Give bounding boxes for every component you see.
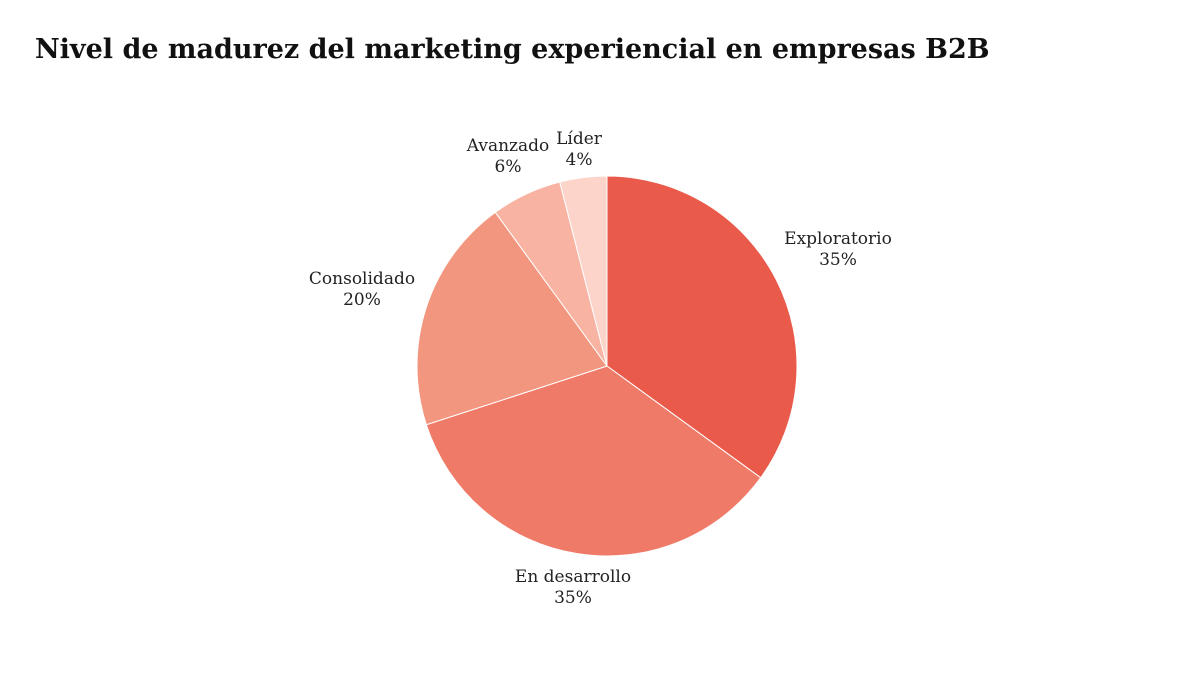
slice-category-label: Exploratorio — [784, 229, 892, 249]
slice-category-label: Líder — [556, 129, 603, 149]
slice-label: Líder 4% — [556, 129, 603, 170]
slice-category-label: Avanzado — [466, 136, 550, 156]
slice-value-label: 6% — [495, 157, 522, 177]
pie-slice-exploratorio — [606, 175, 798, 479]
pie-slice-líder — [559, 175, 608, 367]
slice-label: Consolidado 20% — [309, 269, 415, 310]
slice-label: En desarrollo 35% — [515, 567, 631, 608]
pie-slice-en-desarrollo — [425, 365, 762, 557]
slice-value-label: 35% — [554, 588, 592, 608]
slice-value-label: 4% — [566, 150, 593, 170]
pie-slice-consolidado — [416, 211, 608, 426]
slice-label: Avanzado 6% — [466, 136, 550, 177]
slice-value-label: 35% — [819, 250, 857, 270]
slice-category-label: Consolidado — [309, 269, 415, 289]
pie-labels: Exploratorio 35%En desarrollo 35%Consolida… — [309, 129, 892, 608]
slice-label: Exploratorio 35% — [784, 229, 892, 270]
pie-slices — [416, 175, 798, 557]
slice-category-label: En desarrollo — [515, 567, 631, 587]
slice-value-label: 20% — [343, 290, 381, 310]
chart-title: Nivel de madurez del marketing experienc… — [35, 34, 990, 65]
